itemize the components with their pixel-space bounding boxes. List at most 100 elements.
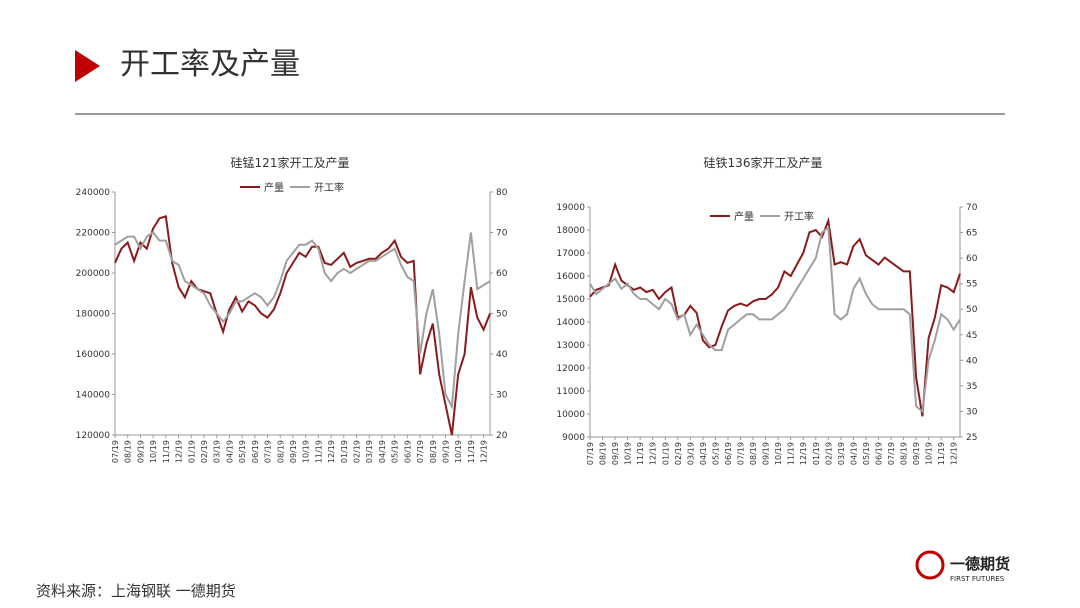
x-tick-label: 05/19	[862, 442, 871, 465]
y-tick-label: 16000	[556, 272, 585, 282]
x-tick-label: 07/19	[586, 442, 595, 465]
y-tick-label: 11000	[556, 387, 585, 397]
legend-label: 产量	[264, 181, 284, 194]
y-tick-label: 14000	[556, 318, 585, 328]
x-tick-label: 06/19	[874, 442, 883, 465]
y2-tick-label: 30	[496, 391, 508, 401]
y2-tick-label: 70	[496, 229, 508, 239]
x-tick-label: 01/19	[340, 440, 349, 463]
x-tick-label: 08/19	[276, 440, 285, 463]
x-tick-label: 01/19	[812, 442, 821, 465]
y2-tick-label: 65	[966, 229, 977, 239]
x-tick-label: 07/19	[111, 440, 120, 463]
x-tick-label: 07/19	[887, 442, 896, 465]
x-tick-label: 12/19	[649, 442, 658, 465]
y2-tick-label: 50	[496, 310, 508, 320]
y-tick-label: 10000	[556, 410, 585, 420]
x-tick-label: 03/19	[365, 440, 374, 463]
x-tick-label: 05/19	[238, 440, 247, 463]
y2-tick-label: 35	[966, 382, 977, 392]
series-line	[589, 216, 961, 417]
y-tick-label: 15000	[556, 295, 585, 305]
x-tick-label: 08/19	[599, 442, 608, 465]
x-tick-label: 08/19	[429, 440, 438, 463]
x-tick-label: 03/19	[686, 442, 695, 465]
x-tick-label: 02/19	[200, 440, 209, 463]
y2-tick-label: 50	[966, 305, 978, 315]
x-tick-label: 05/19	[711, 442, 720, 465]
logo-subtitle: FIRST FUTURES	[950, 575, 1005, 583]
y2-tick-label: 55	[966, 280, 977, 290]
x-tick-label: 03/19	[837, 442, 846, 465]
x-tick-label: 09/19	[442, 440, 451, 463]
logo-name: 一德期货	[950, 555, 1010, 573]
y-tick-label: 140000	[76, 391, 111, 401]
x-tick-label: 10/19	[149, 440, 158, 463]
x-tick-label: 10/19	[925, 442, 934, 465]
series-line	[114, 231, 491, 411]
x-tick-label: 10/19	[624, 442, 633, 465]
x-tick-label: 04/19	[699, 442, 708, 465]
y-tick-label: 19000	[556, 203, 585, 213]
x-tick-label: 10/19	[774, 442, 783, 465]
x-tick-label: 02/19	[824, 442, 833, 465]
y2-tick-label: 40	[966, 356, 978, 366]
x-tick-label: 11/19	[787, 442, 796, 465]
y2-tick-label: 60	[496, 269, 508, 279]
y2-tick-label: 45	[966, 331, 977, 341]
x-tick-label: 11/19	[162, 440, 171, 463]
y-tick-label: 13000	[556, 341, 585, 351]
legend-label: 开工率	[314, 181, 344, 194]
x-tick-label: 03/19	[213, 440, 222, 463]
y-tick-label: 18000	[556, 226, 585, 236]
y2-tick-label: 60	[966, 254, 978, 264]
y-tick-label: 240000	[76, 188, 111, 198]
y-tick-label: 12000	[556, 364, 585, 374]
source-note: 资料来源：上海钢联 一德期货	[36, 582, 236, 600]
x-tick-label: 12/19	[799, 442, 808, 465]
x-tick-label: 02/19	[674, 442, 683, 465]
x-tick-label: 04/19	[849, 442, 858, 465]
header-marker	[75, 50, 100, 82]
header-title: 开工率及产量	[120, 47, 300, 82]
x-tick-label: 09/19	[611, 442, 620, 465]
x-tick-label: 02/19	[353, 440, 362, 463]
x-tick-label: 09/19	[762, 442, 771, 465]
x-tick-label: 11/19	[937, 442, 946, 465]
series-line	[589, 225, 961, 414]
x-tick-label: 10/19	[454, 440, 463, 463]
x-tick-label: 08/19	[124, 440, 133, 463]
y-tick-label: 220000	[76, 229, 111, 239]
y-tick-label: 180000	[76, 310, 111, 320]
x-tick-label: 08/19	[900, 442, 909, 465]
x-tick-label: 04/19	[225, 440, 234, 463]
x-tick-label: 12/19	[175, 440, 184, 463]
chart-title: 硅锰121家开工及产量	[231, 155, 350, 170]
legend-label: 产量	[734, 210, 754, 223]
x-tick-label: 12/19	[480, 440, 489, 463]
x-tick-label: 09/19	[289, 440, 298, 463]
x-tick-label: 12/19	[327, 440, 336, 463]
x-tick-label: 11/19	[467, 440, 476, 463]
y2-tick-label: 25	[966, 433, 977, 443]
y2-tick-label: 20	[496, 431, 508, 441]
logo-icon	[915, 550, 945, 580]
y-tick-label: 120000	[76, 431, 111, 441]
x-tick-label: 01/19	[661, 442, 670, 465]
y-tick-label: 160000	[76, 350, 111, 360]
x-tick-label: 07/19	[737, 442, 746, 465]
x-tick-label: 11/19	[314, 440, 323, 463]
x-tick-label: 10/19	[302, 440, 311, 463]
y2-tick-label: 80	[496, 188, 508, 198]
x-tick-label: 01/19	[187, 440, 196, 463]
x-tick-label: 08/19	[749, 442, 758, 465]
x-tick-label: 04/19	[378, 440, 387, 463]
x-tick-label: 06/19	[724, 442, 733, 465]
y2-tick-label: 30	[966, 407, 978, 417]
y-tick-label: 17000	[556, 249, 585, 259]
x-tick-label: 09/19	[912, 442, 921, 465]
y-tick-label: 200000	[76, 269, 111, 279]
x-tick-label: 05/19	[391, 440, 400, 463]
